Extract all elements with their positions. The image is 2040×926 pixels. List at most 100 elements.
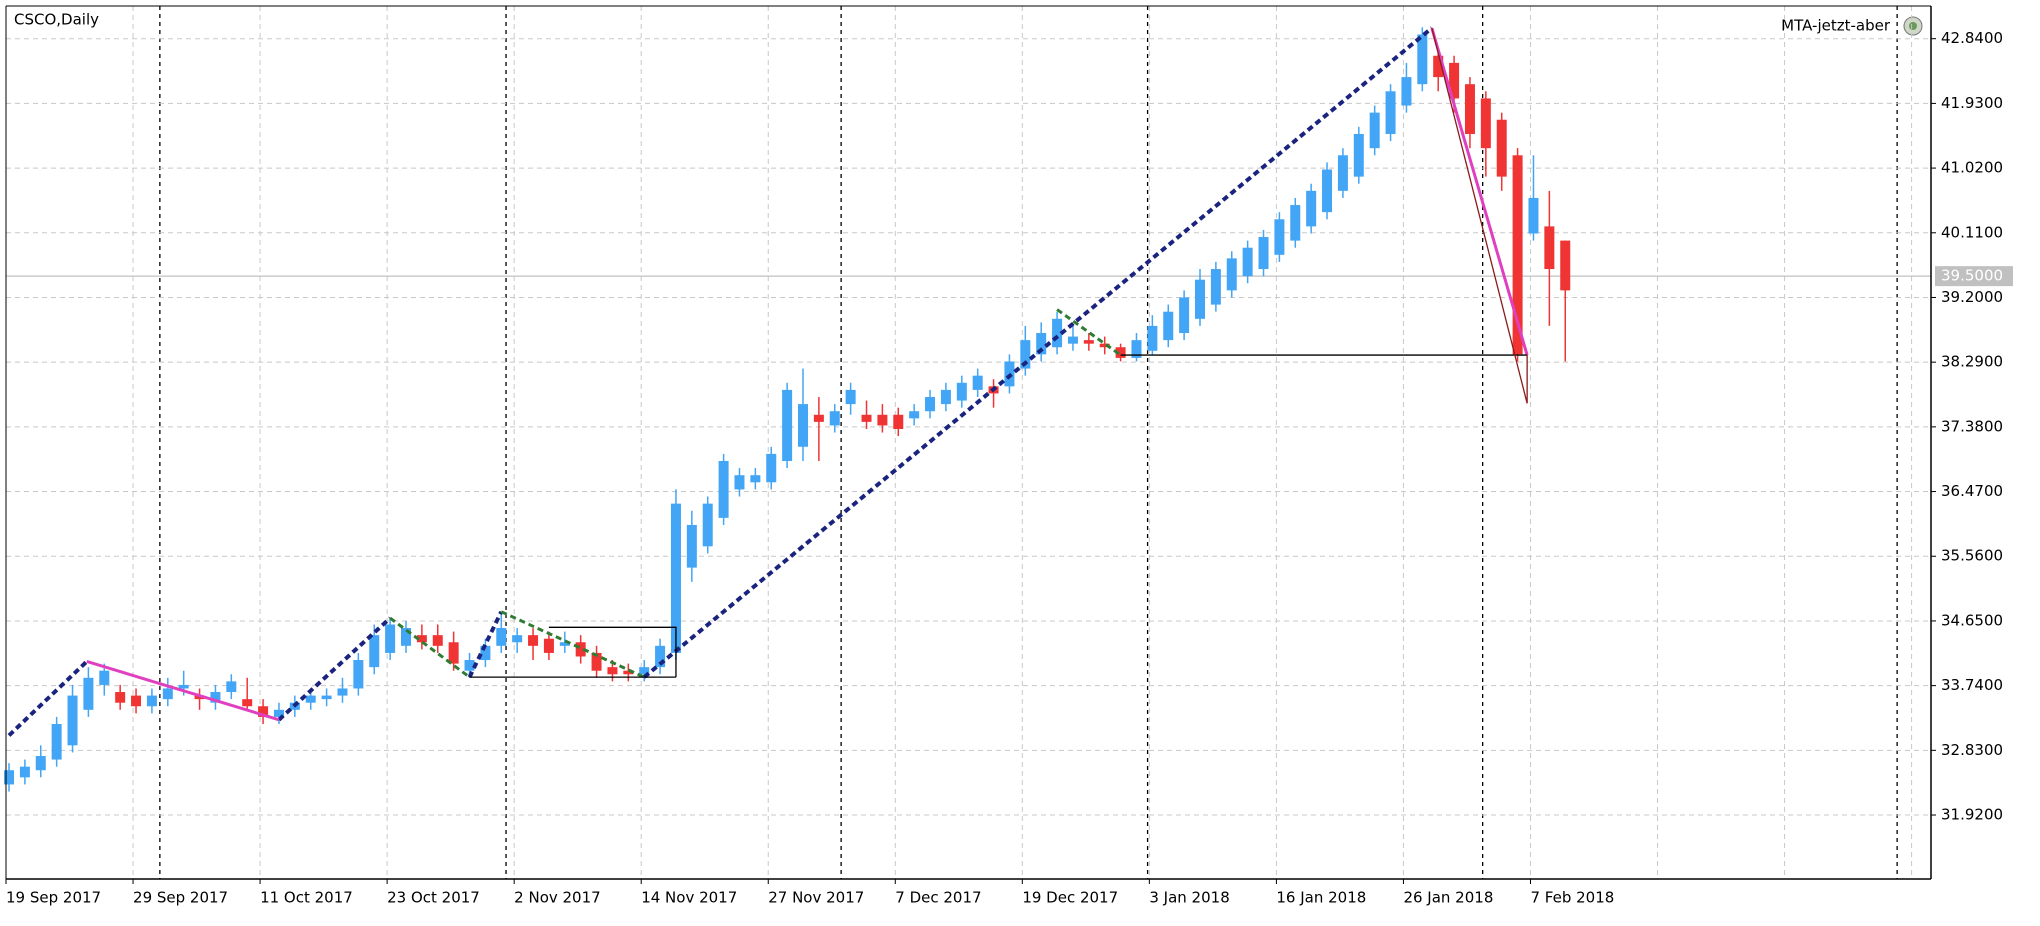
candle-body <box>1258 237 1269 270</box>
y-tick-label: 31.9200 <box>1941 806 2003 824</box>
x-tick-label: 16 Jan 2018 <box>1276 889 1366 907</box>
candle-body <box>401 628 411 646</box>
candle-body <box>1401 77 1412 106</box>
x-tick-label: 19 Sep 2017 <box>6 889 101 907</box>
candle-body <box>1337 155 1348 191</box>
last-price-box <box>1935 266 2013 287</box>
candle-body <box>305 695 316 703</box>
candle-body <box>750 475 761 483</box>
candle-body <box>1322 169 1333 213</box>
candle-body <box>1195 279 1205 319</box>
candle-body <box>19 766 30 778</box>
candle-body <box>178 684 189 689</box>
candle-body <box>829 411 840 426</box>
candle-body <box>798 404 808 447</box>
candle-body <box>940 389 951 405</box>
y-tick-label: 38.2900 <box>1941 353 2003 371</box>
zigzag-line <box>642 26 1434 679</box>
candle-body <box>512 635 523 643</box>
candle-body <box>35 756 46 771</box>
y-tick-label: 41.9300 <box>1941 94 2003 112</box>
x-tick-label: 7 Dec 2017 <box>895 889 981 907</box>
x-tick-label: 23 Oct 2017 <box>387 889 480 907</box>
zigzag-line <box>277 616 392 722</box>
y-tick-label: 40.1100 <box>1941 223 2003 241</box>
candle-body <box>273 709 284 717</box>
candle-body <box>416 635 427 643</box>
candle-body <box>131 695 142 707</box>
candle-body <box>83 677 94 710</box>
candle-body <box>686 524 697 568</box>
candle-body <box>1020 340 1031 369</box>
candle-body <box>655 645 666 668</box>
candle-body <box>893 414 904 429</box>
candle-body <box>1512 155 1523 355</box>
candle-body <box>337 688 348 696</box>
x-tick-label: 27 Nov 2017 <box>768 889 864 907</box>
candle-body <box>925 397 936 412</box>
zigzag-line <box>467 610 504 678</box>
candle-body <box>242 699 253 707</box>
candle-body <box>496 628 507 646</box>
candle-body <box>1560 240 1571 291</box>
x-tick-label: 26 Jan 2018 <box>1403 889 1493 907</box>
candle-body <box>67 695 78 746</box>
candle-body <box>861 414 872 422</box>
candle-body <box>1242 247 1253 277</box>
candle-body <box>385 624 396 653</box>
candle-body <box>1083 340 1094 344</box>
candle-body <box>718 460 729 518</box>
candle-body <box>321 695 332 700</box>
candle-body <box>432 635 443 646</box>
candle-body <box>766 453 777 483</box>
y-tick-label: 34.6500 <box>1941 611 2003 629</box>
x-tick-label: 19 Dec 2017 <box>1022 889 1118 907</box>
candle-body <box>1274 219 1285 255</box>
candle-body <box>162 688 173 700</box>
candle-body <box>734 475 745 490</box>
candle-body <box>1449 62 1460 99</box>
candle-body <box>1131 340 1142 358</box>
candle-body <box>639 667 650 675</box>
candle-body <box>670 503 681 653</box>
candle-body <box>607 667 618 675</box>
candle-body <box>1369 112 1380 149</box>
candle-body <box>1163 311 1174 341</box>
candle-body <box>543 638 554 653</box>
x-tick-label: 14 Nov 2017 <box>641 889 737 907</box>
candle-body <box>702 503 713 547</box>
candle-body <box>1099 343 1110 348</box>
candle-body <box>877 414 888 426</box>
candle-body <box>1385 91 1396 134</box>
zigzag-line <box>389 616 471 679</box>
candle-body <box>353 660 364 689</box>
candle-body <box>1179 297 1190 334</box>
zigzag-line <box>548 626 677 678</box>
candle-body <box>972 375 983 390</box>
chart-title: CSCO,Daily <box>14 11 99 29</box>
candle-body <box>559 642 570 646</box>
zigzag-line <box>1056 308 1122 357</box>
candle-body <box>194 695 205 700</box>
candle-body <box>1528 197 1539 234</box>
y-tick-label: 39.2000 <box>1941 288 2003 306</box>
candle-body <box>210 692 221 703</box>
candle-body <box>1496 119 1507 177</box>
candle-body <box>480 645 491 661</box>
candle-body <box>956 382 967 401</box>
y-tick-label: 36.4700 <box>1941 482 2003 500</box>
candle-body <box>146 695 157 707</box>
candle-body <box>909 411 920 419</box>
y-tick-label: 35.5600 <box>1941 547 2003 565</box>
candle-body <box>813 414 824 422</box>
y-tick-label: 42.8400 <box>1941 29 2003 47</box>
y-tick-label: 32.8300 <box>1941 741 2003 759</box>
candle-body <box>1115 347 1126 358</box>
zigzag-line <box>86 660 280 722</box>
x-tick-label: 29 Sep 2017 <box>133 889 228 907</box>
candle-body <box>99 670 110 685</box>
x-tick-label: 7 Feb 2018 <box>1530 889 1614 907</box>
candle-body <box>528 635 539 646</box>
candle-body <box>575 642 586 657</box>
